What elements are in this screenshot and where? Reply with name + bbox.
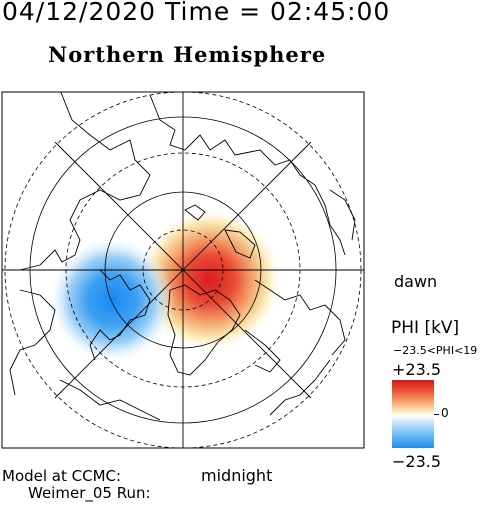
footer-model-label: Model at CCMC: <box>2 467 122 485</box>
legend-max-label: +23.5 <box>392 360 442 379</box>
legend-range: −23.5<PHI<19 <box>393 344 478 357</box>
legend-min-label: −23.5 <box>392 452 442 471</box>
dawn-label: dawn <box>394 272 438 291</box>
midnight-label: midnight <box>201 466 273 485</box>
legend-zero-label: 0 <box>441 406 449 420</box>
coastlines <box>9 92 356 421</box>
meridian-lines <box>2 92 364 448</box>
potential-cell-negative <box>45 213 185 393</box>
color-scale-bar <box>392 380 434 448</box>
legend-zero-tick <box>434 414 439 415</box>
hemisphere-title: Northern Hemisphere <box>48 42 327 67</box>
footer-run-label: Weimer_05 Run: <box>28 484 151 502</box>
date-time-header: 04/12/2020 Time = 02:45:00 <box>2 0 391 26</box>
legend-title: PHI [kV] <box>391 318 460 338</box>
polar-potential-map <box>1 91 365 449</box>
